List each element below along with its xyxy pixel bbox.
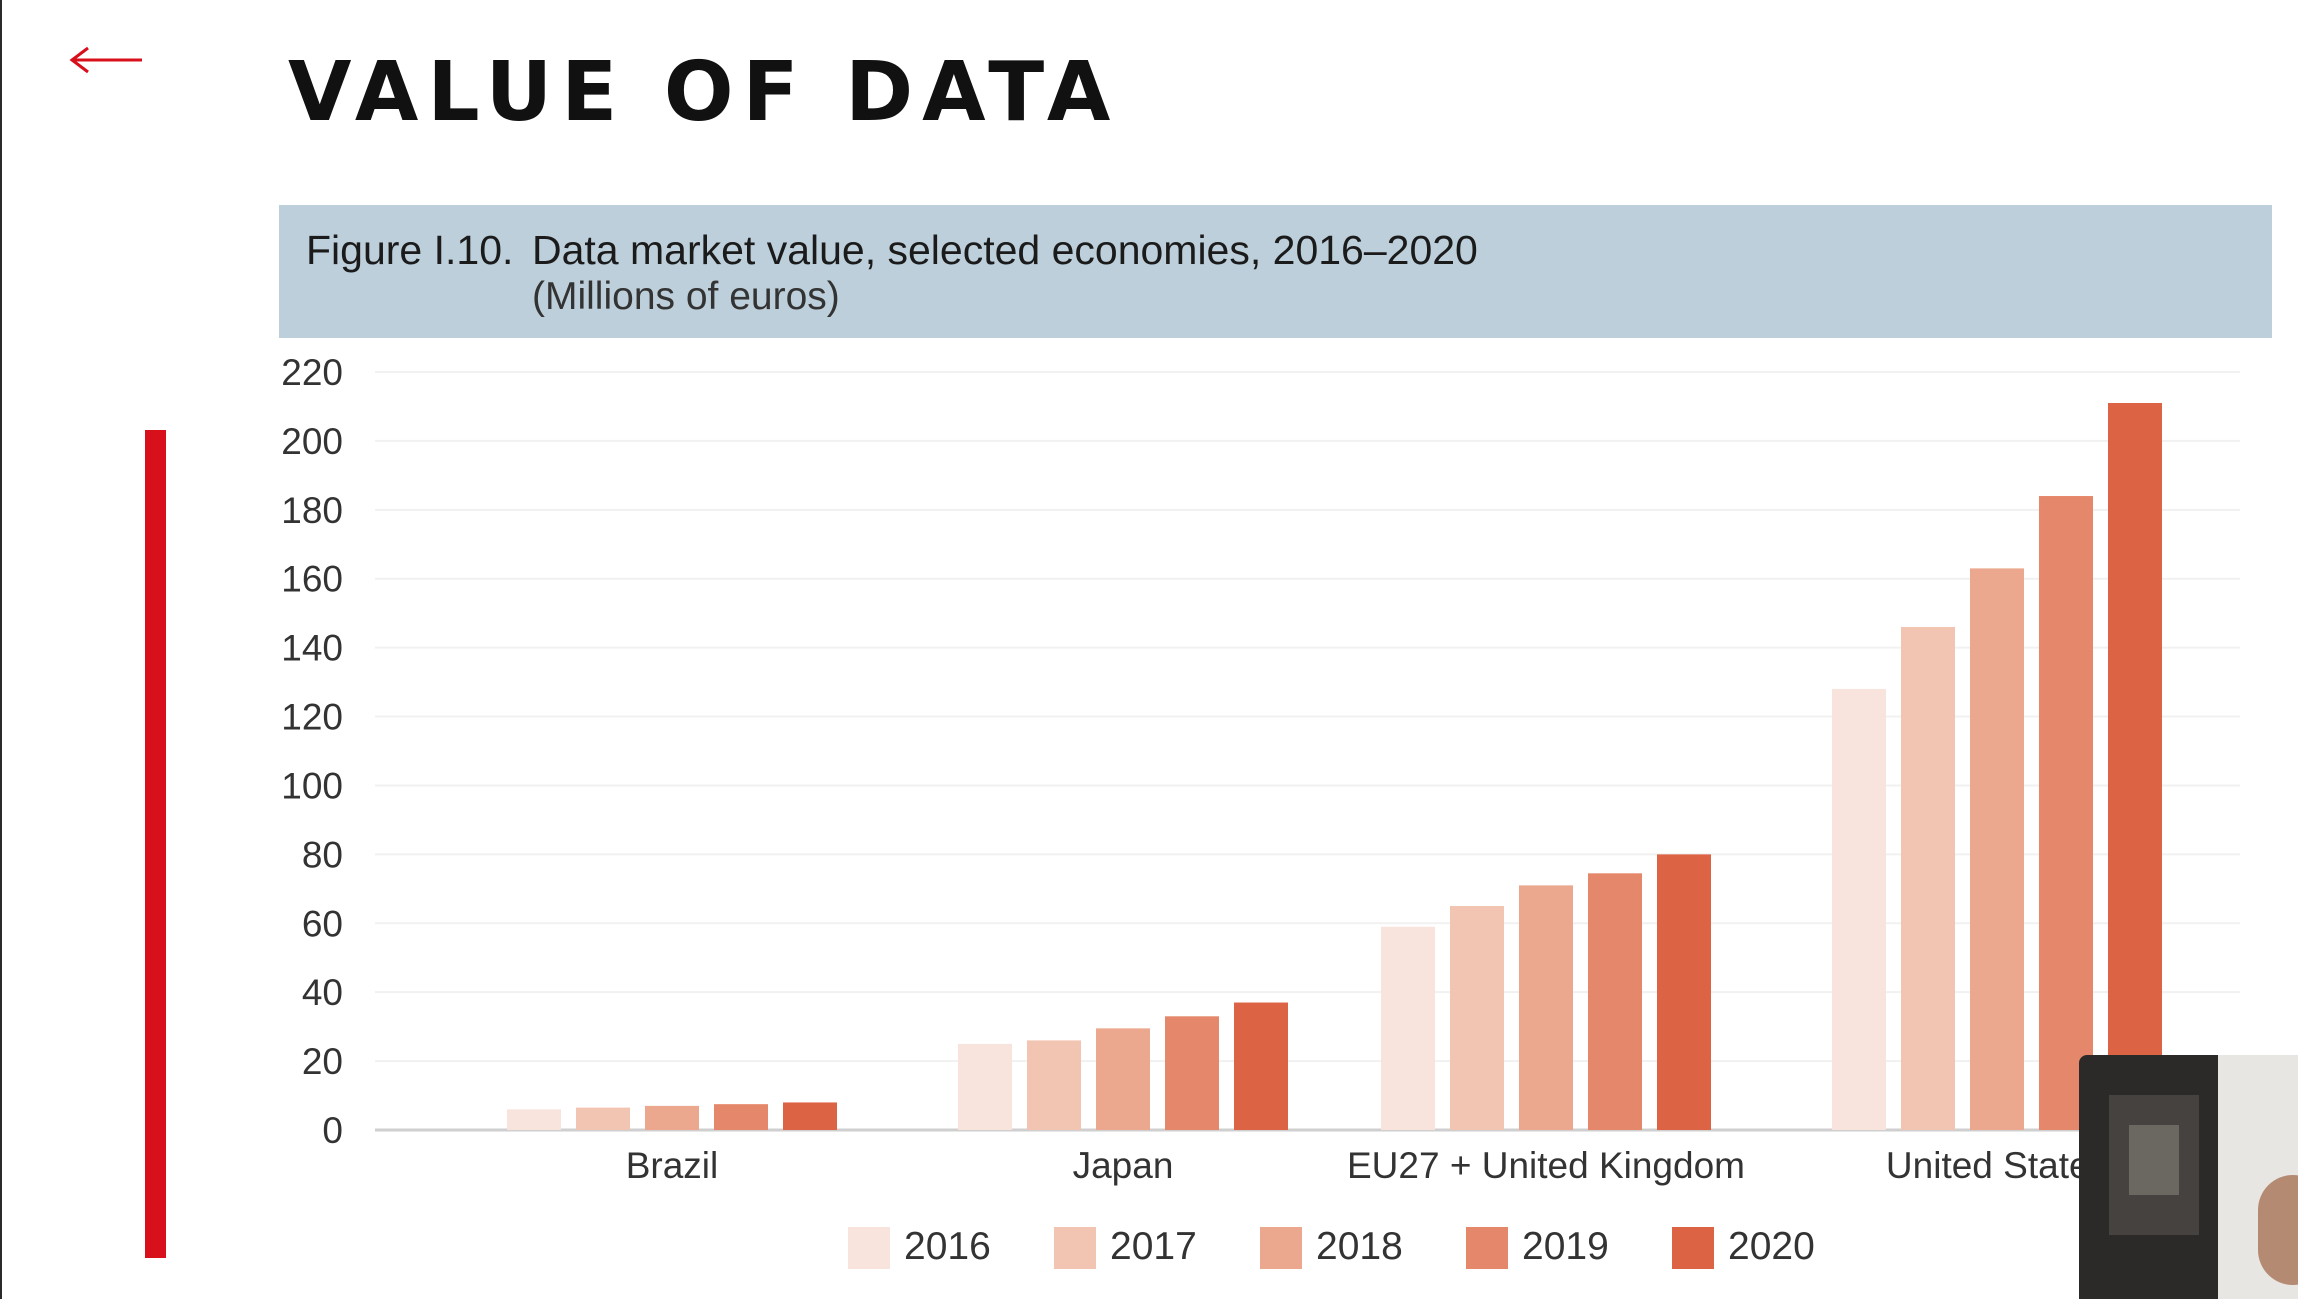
bar-2018 (1096, 1028, 1150, 1130)
webcam-background-object (2129, 1125, 2179, 1195)
legend-label: 2020 (1728, 1225, 1815, 1268)
legend-swatch (1466, 1227, 1508, 1269)
bar-2020 (783, 1102, 837, 1130)
legend-swatch (1260, 1227, 1302, 1269)
webcam-presenter (2258, 1175, 2298, 1285)
legend-label: 2019 (1522, 1225, 1609, 1268)
bar-2019 (1588, 873, 1642, 1130)
bar-2017 (1450, 906, 1504, 1130)
y-tick-label: 220 (281, 352, 343, 393)
bar-2016 (1832, 688, 1886, 1130)
bar-2019 (2039, 496, 2093, 1130)
bar-2019 (714, 1104, 768, 1130)
y-tick-label: 180 (281, 490, 343, 531)
x-category-label: Japan (1073, 1145, 1174, 1186)
bar-2016 (958, 1043, 1012, 1130)
legend-swatch (1054, 1227, 1096, 1269)
bar-2018 (1519, 885, 1573, 1130)
slide-title: VALUE OF DATA (288, 45, 1120, 140)
y-tick-label: 140 (281, 628, 343, 669)
y-tick-label: 20 (302, 1041, 343, 1082)
y-tick-label: 120 (281, 697, 343, 738)
window-edge (0, 0, 2, 1299)
y-tick-label: 100 (281, 765, 343, 806)
bar-2020 (2108, 403, 2162, 1130)
figure-title: Data market value, selected economies, 2… (532, 227, 1478, 273)
bar-2016 (507, 1109, 561, 1130)
back-arrow-icon[interactable] (64, 38, 146, 82)
bar-2017 (576, 1107, 630, 1130)
x-category-label: United States (1886, 1145, 2108, 1186)
y-tick-label: 160 (281, 559, 343, 600)
figure-subtitle: (Millions of euros) (532, 275, 840, 318)
y-tick-label: 0 (322, 1110, 343, 1151)
bar-2017 (1901, 626, 1955, 1130)
legend-label: 2018 (1316, 1225, 1403, 1268)
bar-2020 (1657, 854, 1711, 1130)
y-tick-label: 60 (302, 903, 343, 944)
bar-2020 (1234, 1002, 1288, 1130)
bar-2017 (1027, 1040, 1081, 1130)
y-tick-label: 40 (302, 972, 343, 1013)
accent-bar (145, 430, 166, 1258)
bar-2016 (1381, 926, 1435, 1130)
y-tick-label: 80 (302, 834, 343, 875)
legend-swatch (1672, 1227, 1714, 1269)
bar-2019 (1165, 1016, 1219, 1130)
figure-label: Figure I.10. (306, 227, 514, 273)
legend-swatch (848, 1227, 890, 1269)
x-category-label: Brazil (626, 1145, 719, 1186)
x-category-label: EU27 + United Kingdom (1347, 1145, 1745, 1186)
figure-header: Figure I.10. Data market value, selected… (279, 205, 2272, 338)
bar-2018 (1970, 568, 2024, 1130)
y-tick-label: 200 (281, 421, 343, 462)
legend-label: 2016 (904, 1225, 991, 1268)
legend-label: 2017 (1110, 1225, 1197, 1268)
bar-2018 (645, 1105, 699, 1130)
webcam-overlay (2079, 1055, 2298, 1299)
